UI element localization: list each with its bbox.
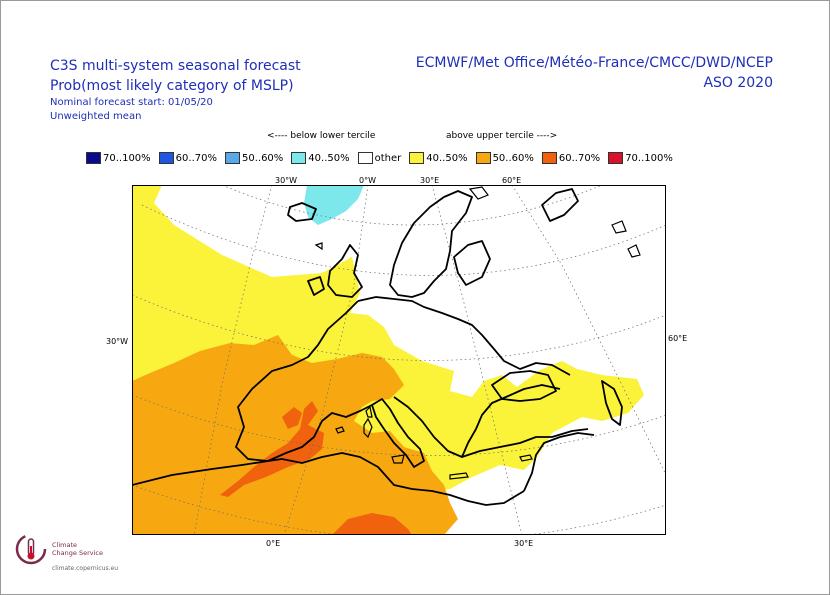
legend-swatch	[608, 152, 624, 164]
axis-label-top-30e: 30°E	[420, 176, 440, 185]
coast-black-sea	[491, 370, 557, 402]
coast-balkans	[393, 384, 561, 458]
legend-swatch	[224, 152, 240, 164]
legend: 70..100% 60..70% 50..60% 40..50% other 4…	[86, 152, 673, 164]
prob-area-60-70-morocco-algeria	[220, 401, 324, 497]
legend-label: 40..50%	[426, 152, 468, 164]
map-border	[132, 185, 666, 535]
legend-item: 40..50%	[291, 152, 350, 164]
legend-swatch	[475, 152, 491, 164]
nominal-start: Nominal forecast start: 01/05/20	[50, 97, 213, 108]
coast-british-isles	[327, 244, 363, 298]
island-cyprus	[519, 454, 533, 462]
axis-label-bottom-0e: 0°E	[266, 539, 281, 548]
island-arctic-1	[611, 220, 627, 234]
axis-label-left-30w: 30°W	[106, 337, 129, 346]
legend-label: 50..60%	[241, 152, 284, 164]
logo-text: Climate Change Service	[52, 541, 103, 557]
logo-name-line-2: Change Service	[52, 549, 103, 557]
coast-levant	[523, 432, 595, 492]
axis-label-top-60e: 60°E	[502, 176, 522, 185]
axis-label-bottom-30e: 30°E	[514, 539, 534, 548]
island-sicily	[391, 454, 405, 464]
logo-name-line-1: Climate	[52, 541, 78, 549]
meridian-0	[283, 185, 369, 535]
above-tercile-label: above upper tercile ---->	[446, 131, 558, 141]
legend-item: 70..100%	[608, 152, 673, 164]
legend-swatch	[86, 152, 101, 164]
copernicus-logo	[14, 532, 48, 570]
legend-item: 60..70%	[158, 152, 217, 164]
island-sardinia	[363, 417, 373, 439]
coast-north-africa	[132, 452, 525, 506]
legend-item: 40..50%	[409, 152, 468, 164]
coast-europe-main	[357, 296, 571, 376]
island-faroes	[314, 242, 323, 251]
legend-label: 60..70%	[558, 152, 601, 164]
prob-area-60-70-libya	[332, 513, 412, 535]
parallel-70n	[221, 185, 603, 226]
legend-label: 70..100%	[103, 152, 151, 164]
legend-label: 50..60%	[492, 152, 534, 164]
axis-label-right-60e: 60°E	[668, 334, 688, 343]
title-line-1: C3S multi-system seasonal forecast	[50, 58, 301, 74]
island-corsica	[365, 405, 373, 418]
axis-label-top-0w: 0°W	[359, 176, 376, 185]
legend-item: 70..100%	[86, 152, 151, 164]
parallel-40n	[132, 394, 666, 456]
legend-item: 50..60%	[224, 152, 284, 164]
map-svg	[132, 185, 666, 535]
legend-label: 40..50%	[308, 152, 350, 164]
legend-label: 70..100%	[625, 152, 673, 164]
meridian-30w	[193, 185, 273, 535]
island-balearic	[335, 426, 345, 434]
island-crete	[449, 472, 469, 480]
weighting: Unweighted mean	[50, 111, 142, 122]
legend-swatch	[158, 152, 174, 164]
coast-novaya-zemlya	[541, 188, 579, 222]
axis-label-top-30w: 30°W	[275, 176, 298, 185]
parallel-50n	[132, 294, 666, 361]
logo-url: climate.copernicus.eu	[52, 565, 119, 572]
centres: ECMWF/Met Office/Météo-France/CMCC/DWD/N…	[415, 55, 773, 71]
meridian-30e	[431, 185, 523, 535]
subtitle-block: Nominal forecast start: 01/05/20 Unweigh…	[50, 96, 213, 124]
legend-swatch	[541, 152, 557, 164]
island-svalbard	[468, 186, 489, 200]
coast-scandinavia	[389, 190, 473, 298]
legend-swatch	[409, 152, 425, 164]
coast-finland-baltic	[453, 240, 491, 286]
prob-area-60-70-spain	[282, 407, 302, 429]
legend-label: 60..70%	[175, 152, 217, 164]
title-block: C3S multi-system seasonal forecast Prob(…	[50, 56, 301, 96]
legend-item: other	[357, 152, 402, 164]
forecast-map	[132, 185, 666, 535]
centres-block: ECMWF/Met Office/Météo-France/CMCC/DWD/N…	[416, 53, 773, 93]
legend-label: other	[374, 152, 402, 164]
coastlines	[132, 188, 623, 506]
island-arctic-2	[627, 244, 641, 258]
prob-area-below-40-50-iceland-strait	[304, 185, 364, 225]
legend-item: 60..70%	[541, 152, 601, 164]
climate-logo-icon	[15, 533, 47, 565]
legend-item: 50..60%	[475, 152, 534, 164]
below-tercile-label: <---- below lower tercile	[267, 131, 376, 141]
legend-swatch	[357, 152, 373, 164]
coast-italy	[371, 398, 425, 468]
coast-caspian	[601, 380, 623, 426]
title-line-2: Prob(most likely category of MSLP)	[50, 78, 294, 94]
coast-anatolia	[461, 428, 589, 458]
legend-swatch	[291, 152, 307, 164]
islands	[314, 186, 641, 480]
season: ASO 2020	[703, 75, 773, 91]
coast-france-iberia	[235, 300, 373, 462]
coast-iceland	[287, 202, 317, 222]
coast-ireland	[307, 276, 325, 296]
graticule	[132, 185, 666, 535]
